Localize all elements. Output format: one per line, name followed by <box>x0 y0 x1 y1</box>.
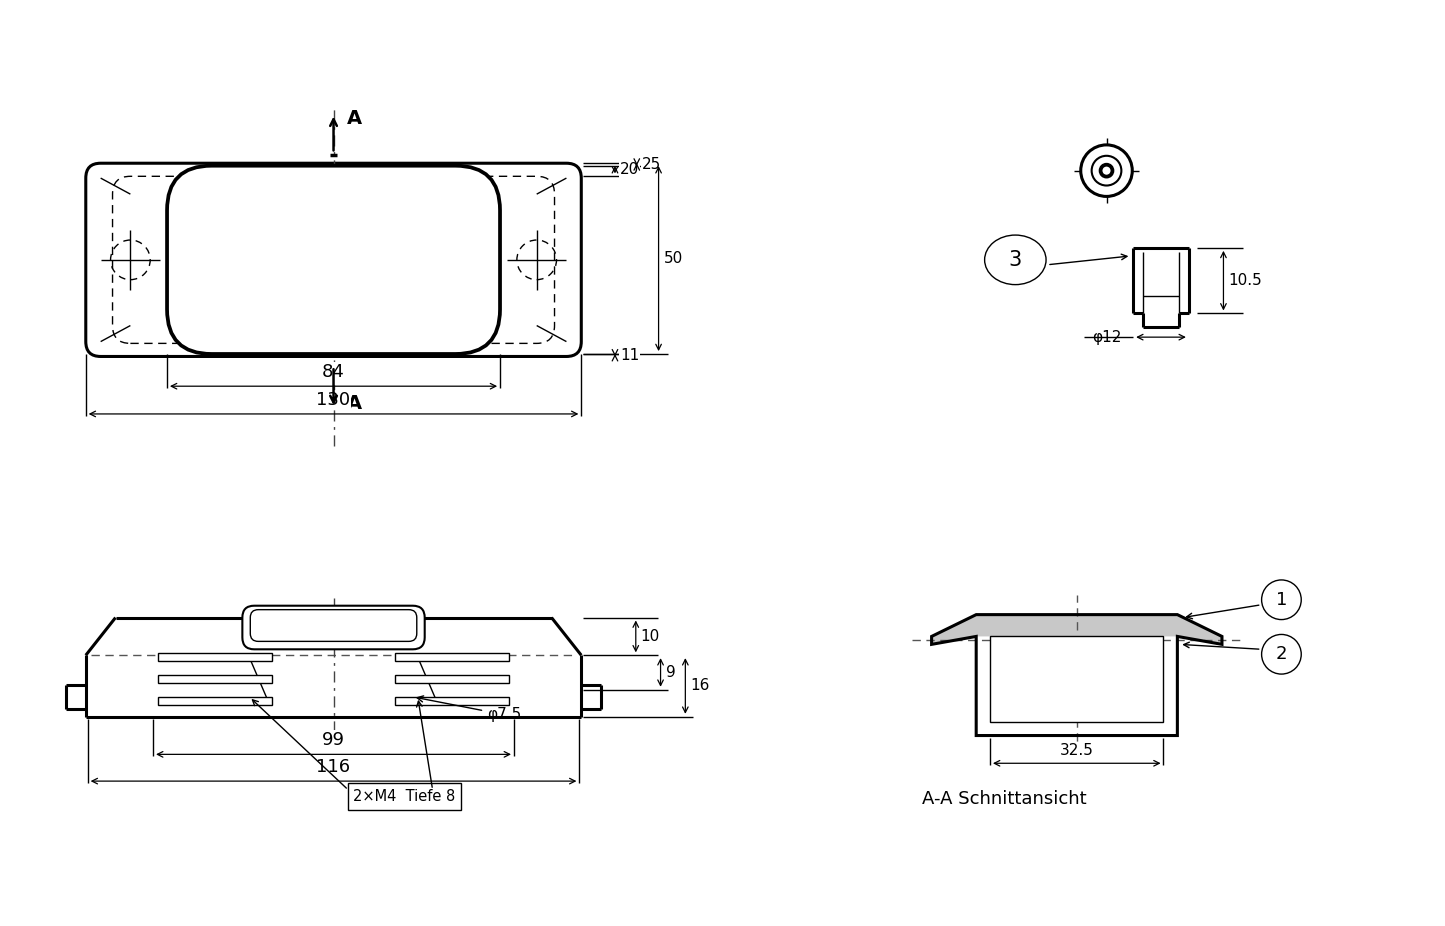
Circle shape <box>1101 165 1113 177</box>
Circle shape <box>1081 144 1133 196</box>
Text: φ7.5: φ7.5 <box>418 695 522 722</box>
Text: 25: 25 <box>642 157 660 172</box>
Text: A-A Schnittansicht: A-A Schnittansicht <box>922 790 1087 808</box>
Text: 99: 99 <box>322 732 345 749</box>
FancyBboxPatch shape <box>85 163 581 357</box>
Text: A: A <box>347 394 363 413</box>
Text: 2: 2 <box>1276 645 1287 663</box>
Text: 16: 16 <box>691 679 709 694</box>
Bar <box>158 697 272 705</box>
Text: 130: 130 <box>316 391 351 409</box>
Text: 2×M4  Tiefe 8: 2×M4 Tiefe 8 <box>354 789 455 804</box>
Circle shape <box>1091 156 1121 185</box>
Bar <box>396 697 510 705</box>
FancyBboxPatch shape <box>243 606 425 649</box>
Text: 9: 9 <box>666 665 675 680</box>
Ellipse shape <box>984 235 1046 284</box>
Polygon shape <box>990 636 1163 721</box>
Text: 11: 11 <box>620 348 639 363</box>
Text: 84: 84 <box>322 363 345 382</box>
Text: 10.5: 10.5 <box>1228 273 1261 288</box>
Text: 1: 1 <box>1276 591 1287 608</box>
Text: 3: 3 <box>1009 250 1022 269</box>
Polygon shape <box>932 615 1222 721</box>
Text: 20: 20 <box>620 162 639 177</box>
Text: 10: 10 <box>640 629 660 644</box>
Text: 50: 50 <box>663 251 683 266</box>
Bar <box>158 653 272 661</box>
Text: 116: 116 <box>316 758 351 776</box>
Bar <box>396 675 510 683</box>
Bar <box>158 675 272 683</box>
Text: A: A <box>347 109 363 128</box>
Circle shape <box>1261 634 1302 674</box>
Bar <box>396 653 510 661</box>
Text: 32.5: 32.5 <box>1059 744 1094 758</box>
Circle shape <box>1261 580 1302 619</box>
Text: φ12: φ12 <box>1092 330 1121 344</box>
FancyBboxPatch shape <box>168 166 500 354</box>
